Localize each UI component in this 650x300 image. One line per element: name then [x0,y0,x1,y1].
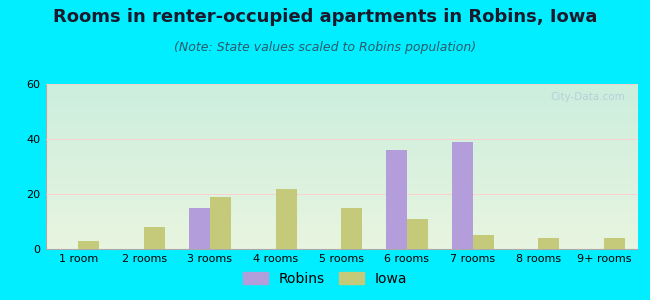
Bar [452,142,473,249]
Bar [210,197,231,249]
Bar [407,219,428,249]
Text: (Note: State values scaled to Robins population): (Note: State values scaled to Robins pop… [174,40,476,53]
Bar [386,150,407,249]
Bar [473,235,494,249]
Bar [144,227,165,249]
Bar [341,208,362,249]
Bar [79,241,99,249]
Text: Rooms in renter-occupied apartments in Robins, Iowa: Rooms in renter-occupied apartments in R… [53,8,597,26]
Text: City-Data.com: City-Data.com [551,92,625,102]
Bar [604,238,625,249]
Bar [538,238,560,249]
Bar [188,208,210,249]
Bar [276,188,296,249]
Legend: Robins, Iowa: Robins, Iowa [237,266,413,292]
